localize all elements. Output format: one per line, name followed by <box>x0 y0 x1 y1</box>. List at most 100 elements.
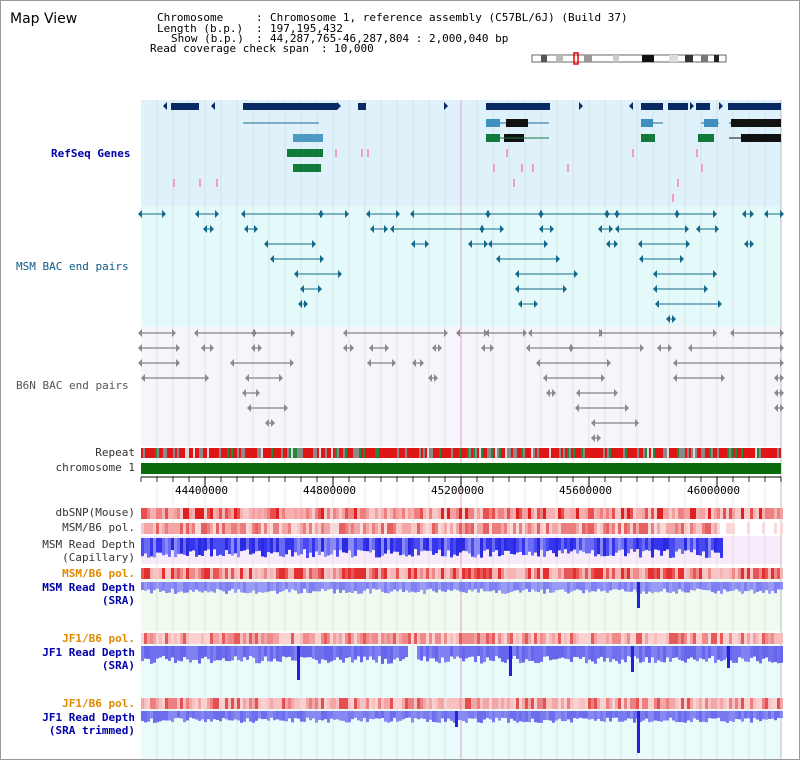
heat-cell <box>627 698 630 709</box>
msm-bac-end-pairs-track[interactable] <box>138 210 784 323</box>
heat-cell <box>543 568 546 579</box>
depth-bar <box>150 538 153 557</box>
depth-bar <box>510 711 513 719</box>
heat-cell <box>714 568 717 579</box>
heat-cell <box>723 698 726 709</box>
repeat-segment <box>729 448 731 458</box>
heat-cell <box>747 633 750 644</box>
depth-bar <box>474 538 477 558</box>
heat-cell <box>198 633 201 644</box>
strand-arrow <box>318 210 322 218</box>
jf1-read-depth-sra-label[interactable]: JF1 Read Depth <box>42 646 135 659</box>
repeat-segment <box>615 448 617 458</box>
repeat-segment <box>759 448 761 458</box>
depth-bar <box>492 582 495 591</box>
chromosome-bar[interactable] <box>141 463 781 474</box>
b6n-bac-end-pairs-track[interactable] <box>138 329 784 442</box>
depth-bar <box>654 711 657 721</box>
repeat-segment <box>665 448 667 458</box>
strand-arrow <box>434 374 438 382</box>
jf1-read-depth-trim-label[interactable]: JF1 Read Depth <box>42 711 135 724</box>
depth-bar <box>483 646 486 663</box>
heat-cell <box>447 523 450 534</box>
heat-cell <box>417 568 420 579</box>
depth-bar <box>192 646 195 661</box>
repeat-track[interactable] <box>141 448 781 458</box>
depth-bar <box>777 582 780 590</box>
strand-arrow <box>271 419 275 427</box>
heat-cell <box>729 633 732 644</box>
heatmap-tracks[interactable] <box>141 508 783 709</box>
depth-bar <box>375 538 378 558</box>
heat-cell <box>666 633 669 644</box>
heat-cell <box>588 633 591 644</box>
depth-bar <box>150 582 153 594</box>
heat-cell <box>705 508 708 519</box>
repeat-segment <box>701 448 703 458</box>
jf1-b6-pol-label-1[interactable]: JF1/B6 pol. <box>62 632 135 645</box>
depth-bar <box>525 582 528 589</box>
refseq-genes-label[interactable]: RefSeq Genes <box>51 147 131 160</box>
depth-bar <box>354 646 357 660</box>
depth-bar <box>366 711 369 723</box>
depth-bar <box>141 711 144 721</box>
heat-cell <box>189 633 192 644</box>
heat-cell <box>414 508 417 519</box>
dbsnp-label[interactable]: dbSNP(Mouse) <box>55 506 135 519</box>
b6n-bac-label[interactable]: B6N BAC end pairs <box>16 379 129 392</box>
depth-bar <box>531 538 534 556</box>
heat-cell <box>672 508 675 519</box>
heat-cell <box>219 523 222 534</box>
heat-cell <box>483 568 486 579</box>
snp-mark <box>521 164 523 172</box>
depth-bar <box>552 582 555 593</box>
heat-cell <box>378 523 381 534</box>
msm-read-depth-capillary-label[interactable]: MSM Read Depth <box>42 538 135 551</box>
depth-bar <box>498 582 501 591</box>
msm-read-depth-sra-label[interactable]: MSM Read Depth <box>42 581 135 594</box>
heat-cell <box>690 633 693 644</box>
msm-b6-pol-label-2[interactable]: MSM/B6 pol. <box>62 567 135 580</box>
heat-cell <box>369 508 372 519</box>
depth-bar <box>153 646 156 663</box>
depth-bar <box>144 646 147 659</box>
chromosome-ideogram[interactable] <box>531 52 727 65</box>
jf1-b6-pol-label-2[interactable]: JF1/B6 pol. <box>62 697 135 710</box>
strand-arrow <box>350 344 354 352</box>
depth-bar <box>204 582 207 591</box>
heat-cell <box>213 633 216 644</box>
depth-bar <box>465 582 468 594</box>
heat-cell <box>477 633 480 644</box>
depth-bar <box>318 538 321 556</box>
repeat-segment <box>629 448 631 458</box>
strand-arrow <box>629 102 633 110</box>
depth-bar <box>342 538 345 553</box>
depth-bar <box>615 711 618 718</box>
repeat-segment <box>593 448 595 458</box>
depth-bar <box>624 711 627 721</box>
length-value: 197,195,432 <box>270 22 343 35</box>
ideogram-band <box>541 55 547 62</box>
heat-cell <box>690 523 693 534</box>
repeat-segment <box>329 448 331 458</box>
strand-arrow <box>598 329 602 337</box>
depth-bar <box>414 538 417 550</box>
heat-cell <box>402 568 405 579</box>
heat-cell <box>441 523 444 534</box>
heat-cell <box>342 633 345 644</box>
depth-bar <box>744 646 747 662</box>
heat-cell <box>159 698 162 709</box>
depth-bar <box>570 582 573 592</box>
heat-cell <box>351 633 354 644</box>
read-depth-tracks[interactable] <box>141 538 783 753</box>
heat-cell <box>693 568 696 579</box>
repeat-segment <box>285 448 287 458</box>
refseq-genes-track[interactable] <box>163 102 781 202</box>
heat-cell <box>318 633 321 644</box>
heat-cell <box>381 568 384 579</box>
strand-arrow <box>320 255 324 263</box>
msm-bac-label[interactable]: MSM BAC end pairs <box>16 260 129 273</box>
strand-arrow <box>598 225 602 233</box>
msm-b6-pol-label-1[interactable]: MSM/B6 pol. <box>62 521 135 534</box>
